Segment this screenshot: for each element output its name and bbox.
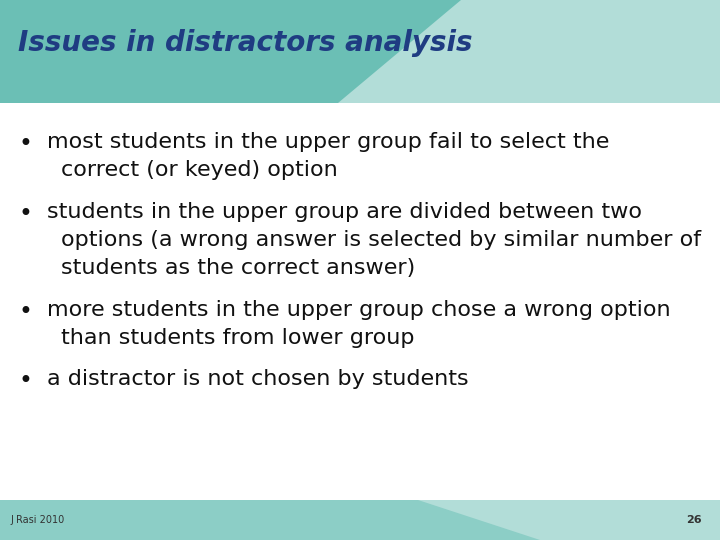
Polygon shape [338, 0, 720, 103]
Text: students in the upper group are divided between two: students in the upper group are divided … [47, 202, 642, 222]
Text: more students in the upper group chose a wrong option: more students in the upper group chose a… [47, 300, 670, 320]
Bar [0, 500, 720, 540]
Text: most students in the upper group fail to select the: most students in the upper group fail to… [47, 132, 609, 152]
Text: than students from lower group: than students from lower group [61, 328, 415, 348]
Text: students as the correct answer): students as the correct answer) [61, 258, 415, 278]
Text: •: • [18, 369, 32, 393]
Text: •: • [18, 300, 32, 323]
Polygon shape [418, 500, 720, 540]
Bar [0, 0, 720, 103]
Text: a distractor is not chosen by students: a distractor is not chosen by students [47, 369, 469, 389]
Text: Issues in distractors analysis: Issues in distractors analysis [18, 29, 472, 57]
Text: options (a wrong answer is selected by similar number of: options (a wrong answer is selected by s… [61, 230, 701, 250]
Text: •: • [18, 202, 32, 226]
Text: 26: 26 [686, 515, 702, 525]
Text: J Rasi 2010: J Rasi 2010 [11, 515, 65, 525]
Text: •: • [18, 132, 32, 156]
Text: correct (or keyed) option: correct (or keyed) option [61, 160, 338, 180]
